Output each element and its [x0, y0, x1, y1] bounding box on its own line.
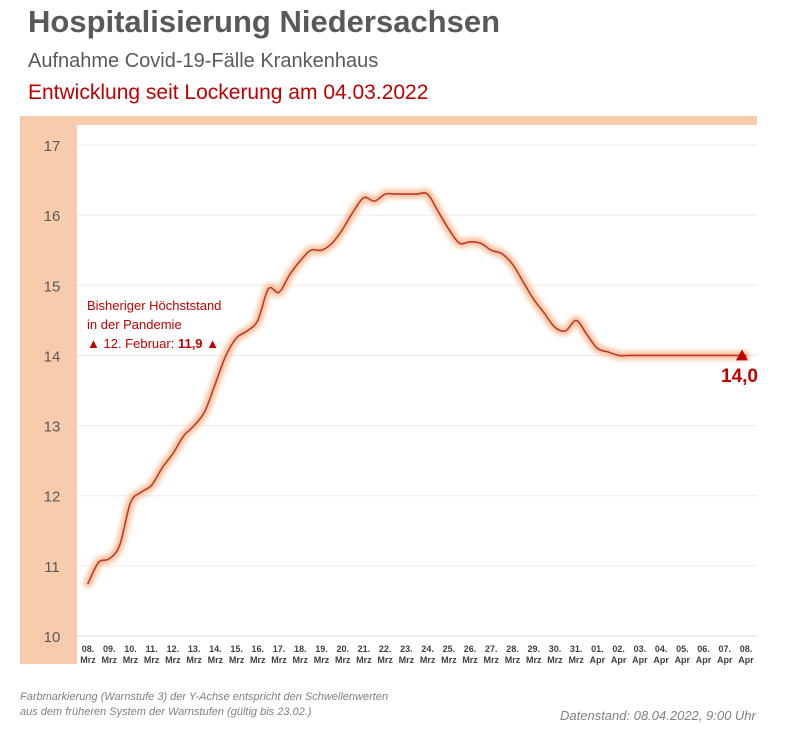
annotation-line3: ▲ 12. Februar: 11,9 ▲: [87, 334, 221, 353]
x-tick-month: Mrz: [101, 655, 117, 665]
x-tick-day: 04.: [655, 644, 668, 654]
x-tick-day: 06.: [697, 644, 710, 654]
x-tick-day: 29.: [527, 644, 540, 654]
x-tick-month: Mrz: [377, 655, 393, 665]
x-tick-day: 22.: [379, 644, 392, 654]
x-tick-day: 17.: [273, 644, 286, 654]
x-tick-month: Mrz: [568, 655, 584, 665]
footnote: Farbmarkierung (Warnstufe 3) der Y-Achse…: [20, 690, 388, 720]
x-tick-month: Apr: [632, 655, 648, 665]
chart-title: Hospitalisierung Niedersachsen: [28, 4, 501, 39]
data-series: [83, 188, 751, 588]
y-tick-label: 11: [44, 559, 60, 576]
y-tick-label: 10: [44, 629, 61, 646]
x-tick-month: Mrz: [335, 655, 351, 665]
x-tick-month: Apr: [675, 655, 691, 665]
x-tick-month: Mrz: [462, 655, 478, 665]
warning-band-top: [20, 116, 757, 125]
end-value-label: 14,0: [721, 366, 758, 387]
x-tick-day: 08.: [82, 644, 95, 654]
x-tick-day: 16.: [252, 644, 265, 654]
annotation-line1: Bisheriger Höchststand: [87, 298, 222, 313]
x-tick-month: Mrz: [165, 655, 181, 665]
annotation-line2: in der Pandemie: [87, 317, 182, 332]
x-tick-month: Mrz: [441, 655, 457, 665]
x-tick-month: Mrz: [420, 655, 436, 665]
x-tick-month: Mrz: [186, 655, 202, 665]
x-tick-month: Mrz: [293, 655, 309, 665]
x-tick-month: Mrz: [250, 655, 266, 665]
x-tick-day: 02.: [612, 644, 625, 654]
y-tick-label: 17: [44, 138, 61, 155]
x-tick-month: Apr: [611, 655, 627, 665]
x-tick-day: 01.: [591, 644, 604, 654]
footnote-line2: aus dem früheren System der Warnstufen (…: [20, 706, 312, 718]
x-axis-ticks: 08.Mrz09.Mrz10.Mrz11.Mrz12.Mrz13.Mrz14.M…: [80, 644, 754, 665]
x-tick-day: 03.: [634, 644, 647, 654]
series-line-glow: [83, 188, 751, 588]
x-tick-day: 31.: [570, 644, 583, 654]
x-tick-day: 20.: [336, 644, 349, 654]
x-tick-month: Mrz: [123, 655, 139, 665]
x-tick-day: 10.: [124, 644, 137, 654]
annotation-date: 12. Februar:: [103, 336, 175, 351]
x-tick-month: Mrz: [356, 655, 372, 665]
x-tick-day: 26.: [464, 644, 477, 654]
x-tick-day: 28.: [506, 644, 519, 654]
triangle-up-icon: ▲: [87, 336, 100, 351]
x-tick-day: 21.: [358, 644, 371, 654]
footnote-line1: Farbmarkierung (Warnstufe 3) der Y-Achse…: [20, 691, 389, 703]
chart-subtitle-highlight: Entwicklung seit Lockerung am 04.03.2022: [28, 81, 429, 104]
y-tick-label: 12: [44, 489, 61, 506]
peak-annotation: Bisheriger Höchststand in der Pandemie ▲…: [87, 296, 221, 353]
y-tick-label: 13: [44, 419, 61, 436]
x-tick-month: Mrz: [484, 655, 500, 665]
x-tick-day: 13.: [188, 644, 201, 654]
triangle-up-icon: ▲: [206, 336, 220, 351]
x-tick-month: Apr: [590, 655, 606, 665]
x-tick-month: Mrz: [208, 655, 224, 665]
grid-lines: [77, 144, 757, 637]
x-tick-month: Mrz: [144, 655, 160, 665]
y-tick-label: 16: [44, 208, 61, 225]
end-marker-triangle: [736, 349, 748, 361]
x-tick-day: 12.: [167, 644, 180, 654]
x-tick-day: 24.: [421, 644, 434, 654]
x-tick-month: Apr: [696, 655, 712, 665]
x-tick-month: Mrz: [505, 655, 521, 665]
x-tick-day: 11.: [146, 644, 158, 654]
x-tick-month: Apr: [653, 655, 669, 665]
x-tick-month: Mrz: [80, 655, 96, 665]
x-tick-day: 18.: [294, 644, 307, 654]
x-tick-day: 25.: [443, 644, 456, 654]
x-tick-day: 07.: [719, 644, 732, 654]
x-tick-month: Mrz: [314, 655, 330, 665]
annotation-value: 11,9: [177, 336, 203, 351]
y-axis-ticks: 10 11 12 13 14 15 16 17: [44, 138, 61, 646]
x-tick-month: Apr: [717, 655, 733, 665]
x-tick-month: Mrz: [526, 655, 542, 665]
data-timestamp: Datenstand: 08.04.2022, 9:00 Uhr: [560, 708, 756, 723]
x-tick-day: 19.: [315, 644, 328, 654]
x-tick-day: 27.: [485, 644, 498, 654]
series-line: [87, 192, 747, 585]
x-tick-month: Mrz: [399, 655, 415, 665]
x-tick-day: 08.: [740, 644, 753, 654]
y-tick-label: 15: [44, 278, 61, 295]
x-tick-month: Mrz: [547, 655, 563, 665]
x-tick-month: Mrz: [271, 655, 287, 665]
x-tick-month: Mrz: [229, 655, 245, 665]
y-tick-label: 14: [44, 348, 61, 365]
warning-band-yaxis: [20, 116, 77, 664]
x-tick-day: 09.: [103, 644, 116, 654]
x-tick-day: 14.: [209, 644, 222, 654]
x-tick-day: 05.: [676, 644, 689, 654]
x-tick-month: Apr: [738, 655, 754, 665]
x-tick-day: 30.: [549, 644, 562, 654]
x-tick-day: 15.: [230, 644, 243, 654]
chart-subtitle: Aufnahme Covid-19-Fälle Krankenhaus: [28, 50, 379, 72]
x-tick-day: 23.: [400, 644, 413, 654]
